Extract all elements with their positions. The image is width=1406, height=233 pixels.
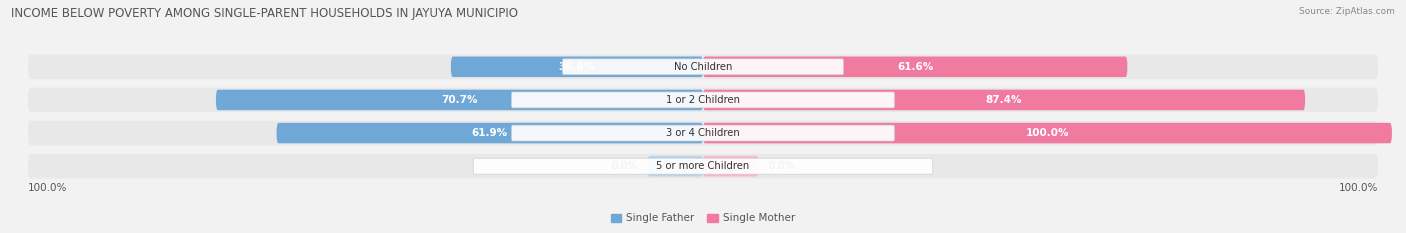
FancyBboxPatch shape bbox=[703, 156, 758, 176]
Text: 61.6%: 61.6% bbox=[897, 62, 934, 72]
FancyBboxPatch shape bbox=[28, 154, 1378, 178]
Text: 70.7%: 70.7% bbox=[441, 95, 478, 105]
Text: INCOME BELOW POVERTY AMONG SINGLE-PARENT HOUSEHOLDS IN JAYUYA MUNICIPIO: INCOME BELOW POVERTY AMONG SINGLE-PARENT… bbox=[11, 7, 519, 20]
FancyBboxPatch shape bbox=[703, 123, 1392, 143]
Text: 3 or 4 Children: 3 or 4 Children bbox=[666, 128, 740, 138]
FancyBboxPatch shape bbox=[28, 88, 1378, 112]
FancyBboxPatch shape bbox=[217, 90, 703, 110]
FancyBboxPatch shape bbox=[451, 57, 703, 77]
FancyBboxPatch shape bbox=[703, 57, 1128, 77]
Text: 1 or 2 Children: 1 or 2 Children bbox=[666, 95, 740, 105]
FancyBboxPatch shape bbox=[512, 125, 894, 141]
FancyBboxPatch shape bbox=[474, 158, 932, 174]
FancyBboxPatch shape bbox=[703, 90, 1305, 110]
FancyBboxPatch shape bbox=[648, 156, 703, 176]
Text: 36.6%: 36.6% bbox=[558, 62, 595, 72]
Text: 87.4%: 87.4% bbox=[986, 95, 1022, 105]
Text: Source: ZipAtlas.com: Source: ZipAtlas.com bbox=[1299, 7, 1395, 16]
Text: 100.0%: 100.0% bbox=[1339, 183, 1378, 193]
Legend: Single Father, Single Mother: Single Father, Single Mother bbox=[607, 209, 799, 228]
FancyBboxPatch shape bbox=[512, 92, 894, 108]
Text: 100.0%: 100.0% bbox=[1026, 128, 1069, 138]
Text: 0.0%: 0.0% bbox=[769, 161, 794, 171]
Text: 5 or more Children: 5 or more Children bbox=[657, 161, 749, 171]
Text: No Children: No Children bbox=[673, 62, 733, 72]
Text: 0.0%: 0.0% bbox=[612, 161, 637, 171]
FancyBboxPatch shape bbox=[28, 121, 1378, 145]
Text: 100.0%: 100.0% bbox=[28, 183, 67, 193]
Text: 61.9%: 61.9% bbox=[471, 128, 508, 138]
FancyBboxPatch shape bbox=[562, 59, 844, 75]
FancyBboxPatch shape bbox=[28, 55, 1378, 79]
FancyBboxPatch shape bbox=[277, 123, 703, 143]
